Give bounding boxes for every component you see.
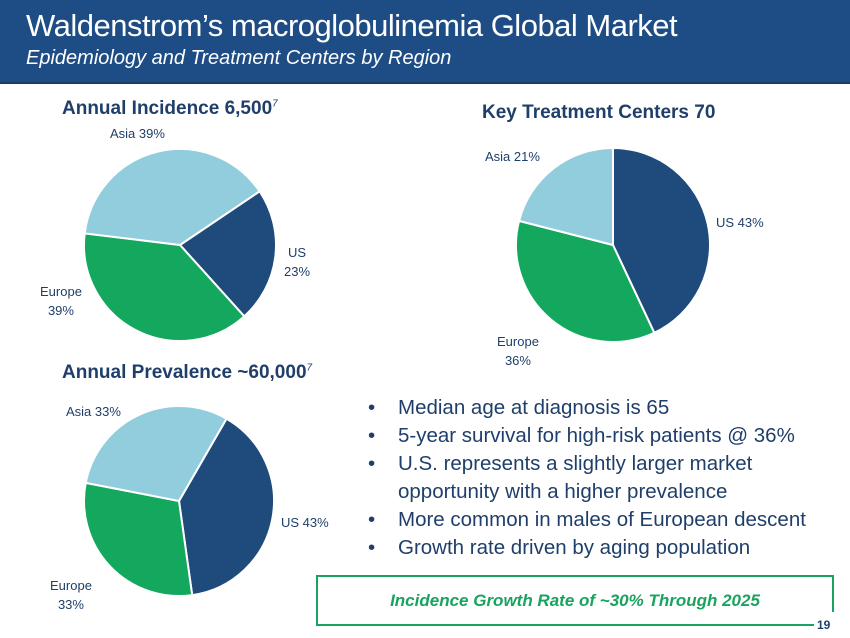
label-us-centers: US 43%	[716, 215, 764, 230]
label-us-incidence: US 23%	[284, 245, 311, 279]
label-us-prevalence: US 43%	[281, 515, 329, 530]
pie-slice-europe	[83, 232, 246, 342]
label-europe-centers: Europe 36%	[497, 334, 539, 368]
page-title: Waldenstrom’s macroglobulinemia Global M…	[26, 8, 678, 43]
chart-title-incidence: Annual Incidence 6,5007	[62, 98, 278, 119]
callout-border-gap	[829, 612, 835, 626]
label-asia-prevalence: Asia 33%	[66, 404, 121, 419]
page-subtitle: Epidemiology and Treatment Centers by Re…	[26, 47, 452, 69]
chart-title-prevalence: Annual Prevalence ~60,0007	[62, 362, 313, 383]
header-band: Waldenstrom’s macroglobulinemia Global M…	[0, 0, 850, 84]
pie-slice-asia	[517, 146, 614, 247]
pie-slice-us	[178, 189, 277, 318]
chart-title-treatment-centers: Key Treatment Centers 70	[482, 102, 716, 123]
bullet-item: Growth rate driven by aging population	[368, 534, 850, 562]
key-facts-list: Median age at diagnosis is 65 5-year sur…	[368, 394, 850, 562]
pie-prevalence	[83, 405, 275, 597]
pie-incidence	[83, 148, 277, 342]
bullet-item: U.S. represents a slightly larger market…	[368, 450, 850, 506]
label-asia-centers: Asia 21%	[485, 149, 540, 164]
page-number: 19	[817, 618, 831, 632]
callout-box: Incidence Growth Rate of ~30% Through 20…	[316, 575, 834, 626]
label-europe-incidence: Europe 39%	[40, 284, 82, 318]
callout-bottom-border	[316, 624, 814, 626]
pie-slice-us	[612, 146, 711, 335]
label-asia-incidence: Asia 39%	[110, 126, 165, 141]
callout-text: Incidence Growth Rate of ~30% Through 20…	[390, 591, 760, 610]
pie-slice-asia	[83, 148, 261, 247]
label-europe-prevalence: Europe 33%	[50, 578, 92, 612]
pie-treatment-centers	[515, 146, 711, 343]
pie-slice-europe	[515, 219, 656, 343]
pie-slice-us	[177, 417, 275, 597]
bullet-item: More common in males of European descent	[368, 506, 850, 534]
pie-slice-asia	[84, 405, 228, 503]
pie-slice-europe	[83, 481, 194, 597]
bullet-item: Median age at diagnosis is 65	[368, 394, 850, 422]
bullet-item: 5-year survival for high-risk patients @…	[368, 422, 850, 450]
